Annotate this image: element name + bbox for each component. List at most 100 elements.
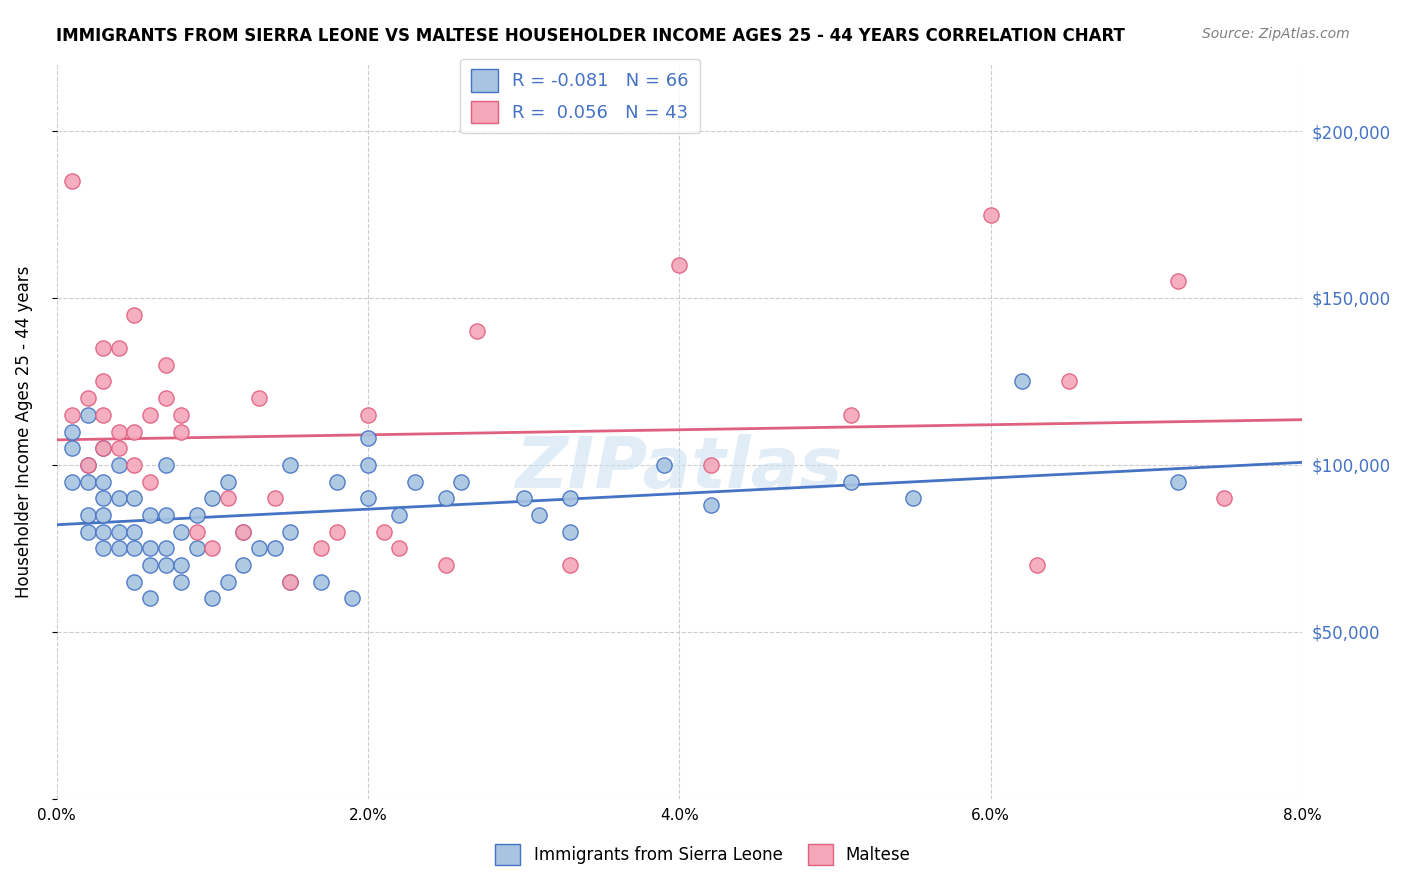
Text: Source: ZipAtlas.com: Source: ZipAtlas.com [1202,27,1350,41]
Point [560,491,582,506]
Point [155,541,177,556]
Point [311,541,333,556]
Point [91,341,114,355]
Point [76,458,98,472]
Point [186,541,208,556]
Point [76,475,98,489]
Point [201,591,224,606]
Point [91,491,114,506]
Point [980,208,1002,222]
Point [91,441,114,455]
Point [357,408,380,422]
Point [326,475,349,489]
Text: ZIPatlas: ZIPatlas [516,434,844,503]
Point [1213,491,1236,506]
Point [326,524,349,539]
Point [170,408,193,422]
Point [76,458,98,472]
Point [170,425,193,439]
Legend: R = -0.081   N = 66, R =  0.056   N = 43: R = -0.081 N = 66, R = 0.056 N = 43 [460,59,700,134]
Point [76,524,98,539]
Point [450,475,472,489]
Point [124,541,146,556]
Point [139,541,162,556]
Point [170,524,193,539]
Point [108,441,131,455]
Point [263,491,285,506]
Point [278,574,301,589]
Point [1026,558,1049,572]
Point [232,558,254,572]
Point [139,508,162,522]
Point [1011,375,1033,389]
Legend: Immigrants from Sierra Leone, Maltese: Immigrants from Sierra Leone, Maltese [485,834,921,875]
Point [108,541,131,556]
Point [278,524,301,539]
Point [404,475,426,489]
Point [839,408,862,422]
Point [263,541,285,556]
Point [139,475,162,489]
Point [278,574,301,589]
Point [278,458,301,472]
Point [91,541,114,556]
Point [91,524,114,539]
Point [124,491,146,506]
Point [91,475,114,489]
Point [155,508,177,522]
Point [60,425,83,439]
Point [311,574,333,589]
Point [155,391,177,405]
Point [668,258,690,272]
Point [652,458,675,472]
Point [108,425,131,439]
Text: IMMIGRANTS FROM SIERRA LEONE VS MALTESE HOUSEHOLDER INCOME AGES 25 - 44 YEARS CO: IMMIGRANTS FROM SIERRA LEONE VS MALTESE … [56,27,1125,45]
Point [124,524,146,539]
Point [139,408,162,422]
Point [357,431,380,445]
Point [1167,274,1189,288]
Point [434,558,457,572]
Point [91,508,114,522]
Point [217,491,239,506]
Point [108,491,131,506]
Point [170,574,193,589]
Point [76,508,98,522]
Point [124,574,146,589]
Point [60,408,83,422]
Point [139,558,162,572]
Point [186,508,208,522]
Point [357,491,380,506]
Point [60,475,83,489]
Point [1167,475,1189,489]
Point [699,498,721,512]
Point [60,441,83,455]
Point [139,591,162,606]
Point [388,541,411,556]
Point [465,325,488,339]
Point [699,458,721,472]
Point [201,541,224,556]
Point [108,341,131,355]
Point [170,558,193,572]
Point [560,558,582,572]
Point [247,541,270,556]
Point [373,524,395,539]
Point [247,391,270,405]
Point [839,475,862,489]
Point [901,491,924,506]
Point [124,425,146,439]
Point [91,441,114,455]
Point [1057,375,1080,389]
Point [217,475,239,489]
Point [201,491,224,506]
Point [108,458,131,472]
Point [217,574,239,589]
Point [124,458,146,472]
Point [91,408,114,422]
Point [357,458,380,472]
Point [529,508,551,522]
Point [560,524,582,539]
Point [124,308,146,322]
Point [342,591,364,606]
